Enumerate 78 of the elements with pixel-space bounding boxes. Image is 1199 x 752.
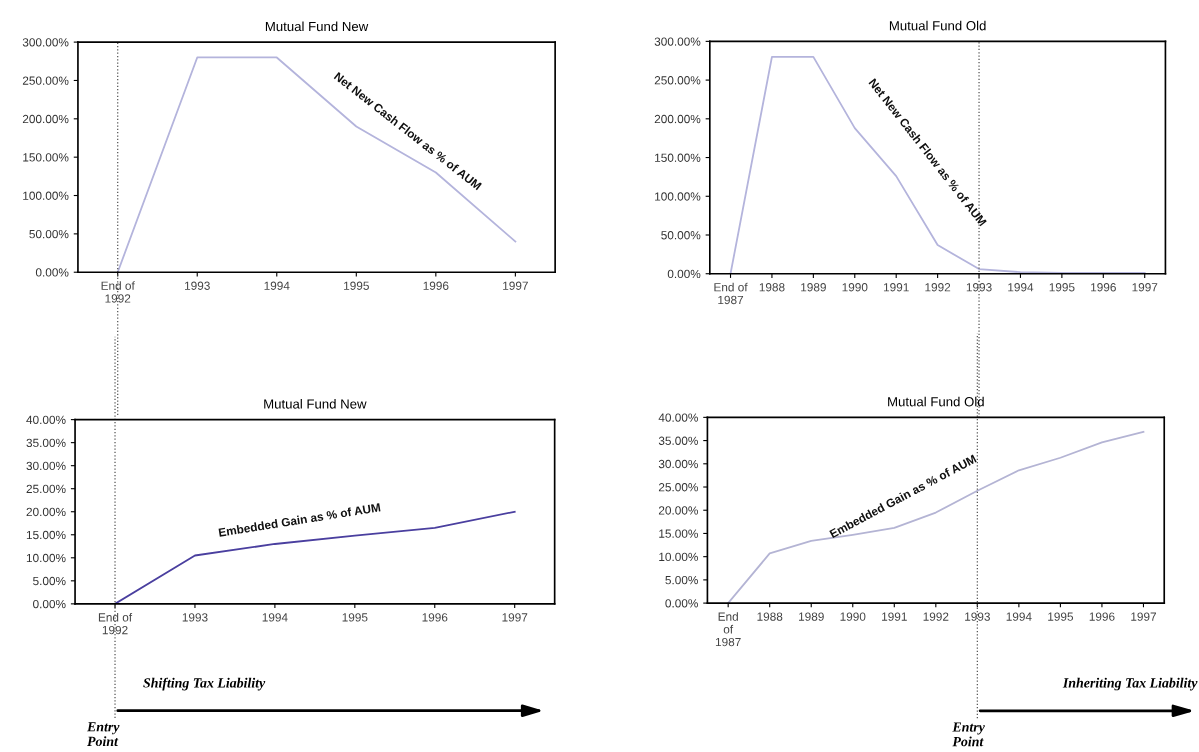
x-tick-label: 1994 — [1006, 612, 1032, 621]
y-tick-label: 15.00% — [659, 529, 698, 538]
y-tick-label: 5.00% — [665, 575, 698, 585]
y-tick-label: 25.00% — [26, 484, 66, 494]
line-series — [116, 56, 517, 273]
y-tick-label: 35.00% — [658, 436, 698, 445]
y-tick-label: 150.00% — [655, 153, 701, 162]
text: Inheriting Tax Liability — [1062, 677, 1198, 691]
text: Shifting Tax Liability — [143, 677, 266, 691]
x-tick-label: 1991 — [882, 612, 907, 621]
x-tick-label: 1995 — [344, 281, 369, 290]
text: Entry Point — [952, 722, 985, 747]
y-tick-label: 0.00% — [33, 599, 66, 609]
x-tick-label: 1995 — [342, 613, 368, 622]
y-tick-label: 30.00% — [26, 461, 66, 471]
x-tick-label: 1996 — [423, 281, 449, 290]
x-tick-label: 1990 — [842, 283, 868, 292]
x-tick-label: 1997 — [502, 613, 528, 622]
y-tick-label: 200.00% — [22, 114, 69, 124]
x-tick-label: 1989 — [799, 612, 824, 621]
x-tick-label: 1995 — [1048, 612, 1074, 621]
x-tick-label: 1993 — [965, 612, 990, 621]
x-tick-label: 1992 — [923, 612, 949, 621]
y-tick-label: 40.00% — [658, 413, 698, 422]
x-tick-label: 1997 — [1131, 612, 1156, 621]
y-tick-label: 300.00% — [654, 37, 701, 46]
y-tick-label: 30.00% — [658, 459, 698, 469]
y-tick-label: 0.00% — [665, 599, 698, 608]
x-tick-label: 1992 — [925, 283, 951, 292]
x-tick-label: 1996 — [1089, 612, 1115, 621]
y-tick-label: 0.00% — [667, 269, 701, 279]
y-tick-label: 50.00% — [661, 231, 701, 240]
y-tick-label: 10.00% — [26, 553, 66, 563]
x-tick-label: End of 1987 — [714, 282, 748, 305]
y-tick-label: 40.00% — [26, 415, 66, 425]
y-tick-label: 0.00% — [35, 268, 69, 277]
chart-title: Mutual Fund Old — [888, 396, 984, 407]
x-tick-label: 1993 — [966, 283, 992, 292]
x-tick-label: 1994 — [262, 613, 288, 622]
y-tick-label: 250.00% — [654, 76, 701, 85]
x-tick-label: 1988 — [757, 612, 783, 621]
y-tick-label: 150.00% — [23, 153, 69, 162]
x-tick-label: 1990 — [840, 612, 866, 621]
x-tick-label: 1997 — [1132, 283, 1158, 292]
annotation: Embedded Gain as % of AUM — [218, 502, 381, 537]
x-tick-label: 1997 — [503, 281, 528, 290]
y-tick-label: 35.00% — [26, 438, 66, 448]
x-tick-label: 1988 — [759, 283, 785, 292]
text: Entry Point — [86, 722, 120, 747]
y-tick-label: 5.00% — [33, 576, 66, 586]
x-tick-label: 1996 — [1091, 283, 1116, 292]
x-tick-label: End of 1987 — [715, 612, 741, 647]
y-tick-label: 15.00% — [26, 530, 66, 540]
y-tick-label: 100.00% — [655, 192, 701, 201]
x-tick-label: 1993 — [185, 281, 210, 290]
y-tick-label: 200.00% — [654, 114, 701, 124]
y-tick-label: 100.00% — [23, 191, 69, 200]
y-tick-label: 20.00% — [26, 507, 66, 517]
chart-title: Mutual Fund New — [265, 21, 369, 32]
x-tick-label: 1991 — [883, 283, 909, 292]
x-tick-label: 1996 — [422, 613, 448, 622]
y-tick-label: 20.00% — [658, 506, 698, 515]
y-tick-label: 25.00% — [658, 483, 698, 492]
chart-title: Mutual Fund Old — [889, 20, 986, 31]
x-tick-label: 1994 — [1008, 283, 1034, 292]
y-tick-label: 300.00% — [22, 38, 69, 47]
x-tick-label: 1995 — [1049, 283, 1075, 292]
x-tick-label: 1993 — [182, 613, 208, 622]
x-tick-label: 1989 — [801, 283, 826, 292]
x-tick-label: End of 1992 — [98, 612, 133, 635]
y-tick-label: 10.00% — [659, 552, 698, 562]
y-tick-label: 50.00% — [29, 229, 69, 239]
x-tick-label: 1994 — [264, 281, 290, 290]
y-tick-label: 250.00% — [22, 76, 69, 85]
chart-title: Mutual Fund New — [264, 398, 367, 409]
line-series — [727, 430, 1145, 604]
line-series — [729, 55, 1146, 274]
x-tick-label: End of 1992 — [101, 281, 135, 303]
